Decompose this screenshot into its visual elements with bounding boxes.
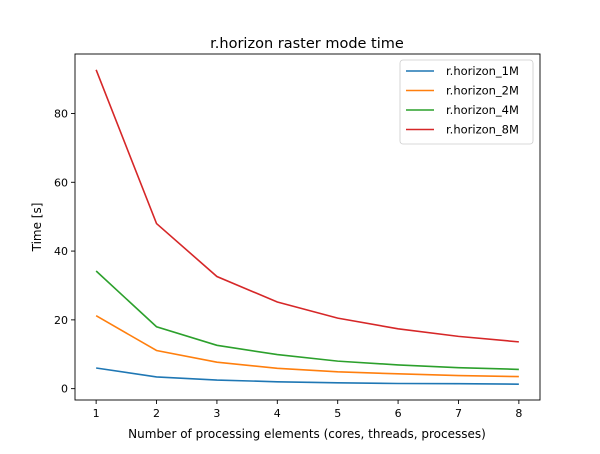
x-axis-label: Number of processing elements (cores, th… — [128, 427, 486, 441]
series-line-r.horizon_4M — [95, 270, 519, 371]
legend-label: r.horizon_1M — [446, 64, 519, 78]
y-tick-label: 60 — [54, 176, 68, 189]
legend: r.horizon_1M r.horizon_2M r.horizon_4M r.ho… — [399, 59, 534, 145]
x-tick-label: 3 — [213, 407, 220, 420]
y-tick-label: 0 — [61, 383, 68, 396]
x-tick-label: 8 — [515, 407, 522, 420]
plot-frame — [74, 53, 541, 401]
legend-label: r.horizon_8M — [446, 123, 519, 137]
series-line-r.horizon_1M — [96, 367, 519, 385]
x-tick-label: 7 — [455, 407, 462, 420]
x-tick-label: 5 — [334, 407, 341, 420]
x-tick-label: 1 — [93, 407, 100, 420]
series-line-r.horizon_8M — [95, 69, 519, 343]
x-tick-label: 4 — [274, 407, 281, 420]
x-tick-label: 6 — [395, 407, 402, 420]
legend-label: r.horizon_2M — [446, 84, 519, 98]
chart-title: r.horizon raster mode time — [210, 36, 404, 52]
series-line-r.horizon_2M — [95, 315, 519, 378]
y-tick-label: 40 — [54, 245, 68, 258]
legend-box — [399, 59, 534, 145]
y-axis-label: Time [s] — [30, 203, 44, 253]
legend-label: r.horizon_4M — [446, 103, 519, 117]
y-tick-label: 20 — [54, 314, 68, 327]
y-tick-label: 80 — [54, 108, 68, 121]
x-tick-label: 2 — [153, 407, 160, 420]
